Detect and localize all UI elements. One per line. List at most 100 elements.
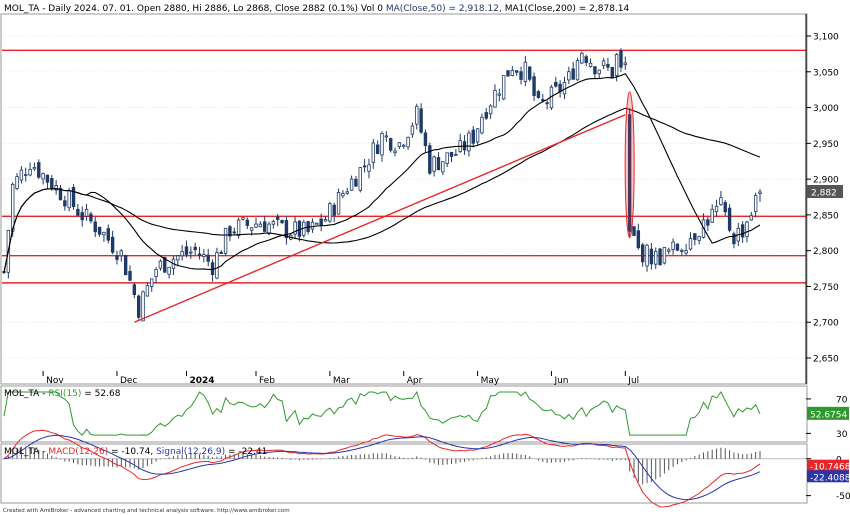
candle-body xyxy=(467,132,471,152)
macd-header: MOL_TA - MACD(12,26) = -10.74, Signal(12… xyxy=(4,447,267,457)
candle-body xyxy=(280,219,284,224)
candle-body xyxy=(215,252,219,279)
candle-body xyxy=(128,271,132,281)
signal-value-label: -22.4088 xyxy=(810,473,850,483)
candle-body xyxy=(50,178,54,190)
y-tick-label: 2,650 xyxy=(813,355,839,365)
candle-body xyxy=(514,70,519,73)
x-tick-label: Dec xyxy=(120,376,137,386)
x-tick-label: Jul xyxy=(627,376,639,386)
candle-body xyxy=(150,278,154,287)
candle-body xyxy=(249,227,254,231)
candle-body xyxy=(24,174,28,176)
candle-body xyxy=(432,156,436,172)
candle-body xyxy=(345,191,349,194)
candle-body xyxy=(80,212,84,221)
candle-body xyxy=(258,223,263,228)
candle-body xyxy=(671,241,675,250)
candle-body xyxy=(693,233,697,240)
candle-body xyxy=(32,167,37,170)
candle-body xyxy=(662,247,667,264)
trendline xyxy=(134,91,635,323)
candle-body xyxy=(180,251,184,257)
candle-body xyxy=(193,246,197,251)
candle-body xyxy=(332,204,336,216)
candle-body xyxy=(141,291,145,322)
candle-body xyxy=(584,56,588,64)
rsi-panel xyxy=(0,385,808,443)
price-gridlines xyxy=(2,35,806,359)
candle-body xyxy=(588,62,593,67)
candle-body xyxy=(267,223,271,235)
x-tick-label: Nov xyxy=(46,376,64,386)
candle-body xyxy=(37,162,41,178)
candle-body xyxy=(636,230,641,249)
candle-body xyxy=(441,161,445,173)
rsi-chart: 70 30 52.6754 xyxy=(3,390,849,440)
candle-body xyxy=(554,81,558,87)
candle-body xyxy=(349,178,354,191)
candle-body xyxy=(415,105,419,125)
candle-body xyxy=(380,132,384,156)
candle-body xyxy=(688,238,693,250)
y-tick-label: 2,750 xyxy=(813,283,839,293)
candle-body xyxy=(310,221,315,230)
rsi-y-tick-label: 70 xyxy=(836,395,848,405)
candle-body xyxy=(106,228,110,241)
candle-body xyxy=(115,255,119,260)
rsi-y-tick-label: 30 xyxy=(836,430,848,440)
candle-body xyxy=(606,64,610,68)
uptrend-line xyxy=(134,114,626,323)
price-panel xyxy=(0,13,808,385)
candle-body xyxy=(710,208,714,223)
candle-body xyxy=(510,70,515,76)
candle-body xyxy=(375,144,380,155)
candle-body xyxy=(497,93,502,96)
candle-body xyxy=(10,183,15,232)
candle-body xyxy=(649,248,654,265)
candle-body xyxy=(654,250,658,265)
x-tick-label: Apr xyxy=(407,376,423,386)
candle-body xyxy=(632,226,636,236)
candle-body xyxy=(758,191,762,194)
candle-body xyxy=(493,89,497,108)
signal-line xyxy=(3,434,761,501)
x-tick-label: Jun xyxy=(553,376,568,386)
candle-body xyxy=(597,69,601,75)
candle-body xyxy=(749,215,754,221)
candle-body xyxy=(97,226,102,235)
candle-body xyxy=(154,269,158,277)
candle-body xyxy=(680,249,684,252)
candle-body xyxy=(232,231,236,234)
candle-body xyxy=(388,138,393,151)
x-tick-label: Feb xyxy=(259,376,275,386)
candle-body xyxy=(197,253,202,256)
signal-value-box xyxy=(807,470,849,483)
candle-body xyxy=(367,164,371,172)
candle-body xyxy=(601,60,606,66)
rsi-line xyxy=(3,390,761,436)
candle-body xyxy=(102,231,106,236)
macd-panel xyxy=(0,443,808,504)
candle-body xyxy=(89,213,93,222)
candlesticks xyxy=(2,48,762,322)
candle-body xyxy=(136,295,141,318)
candle-body xyxy=(45,174,50,183)
rsi-value-box xyxy=(807,406,849,420)
candle-body xyxy=(176,255,180,261)
candle-body xyxy=(445,152,449,164)
candle-body xyxy=(519,71,523,80)
candle-body xyxy=(228,226,232,237)
rsi-header: MOL_TA - RSI(15) = 52.68 xyxy=(4,389,121,399)
y-tick-label: 3,050 xyxy=(813,68,839,78)
candle-body xyxy=(402,144,406,147)
candle-body xyxy=(67,190,71,209)
candle-body xyxy=(562,81,567,95)
price-axis: 3,100 3,050 3,000 2,950 2,900 2,850 2,800 2,750… xyxy=(805,14,843,384)
candle-body xyxy=(293,221,297,235)
y-tick-label: 3,100 xyxy=(813,33,839,43)
x-tick-label: Mar xyxy=(333,376,350,386)
candle-body xyxy=(667,249,671,252)
candle-body xyxy=(484,112,488,119)
candle-body xyxy=(358,167,362,191)
